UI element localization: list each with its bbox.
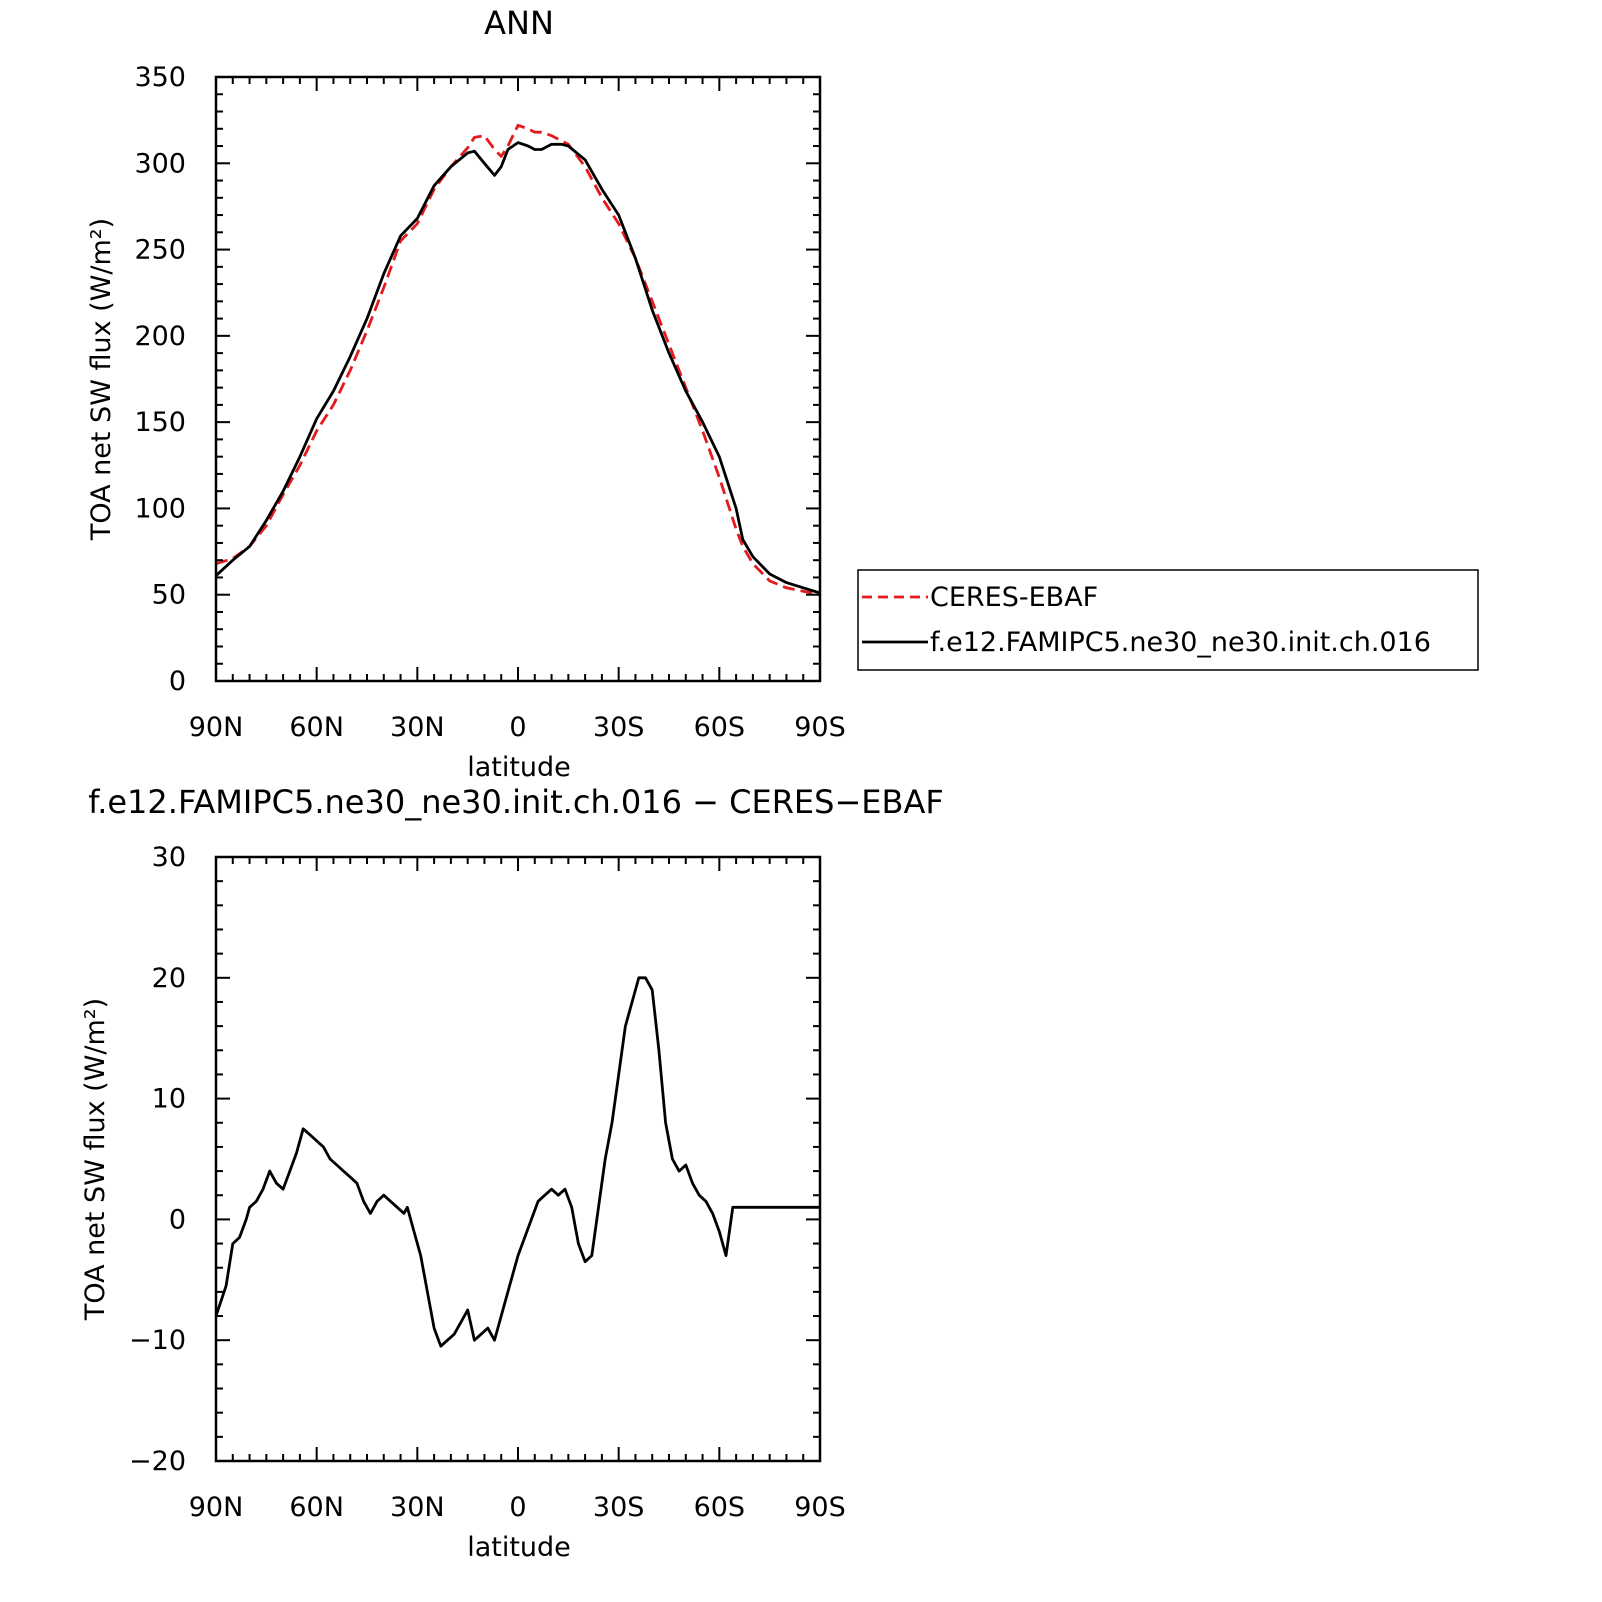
top-series-line-0 <box>215 123 821 597</box>
bottom-x-tick-label: 90N <box>189 1492 244 1523</box>
bottom-y-tick-label: 10 <box>152 1084 186 1115</box>
bottom-series-line-0 <box>214 976 820 1348</box>
bottom-x-tick-label: 30N <box>390 1492 445 1523</box>
top-ticks <box>215 76 821 682</box>
top-x-tick-label: 0 <box>509 712 526 743</box>
top-x-tick-label: 30S <box>593 712 645 743</box>
top-y-tick-label: 200 <box>134 321 186 352</box>
top-y-tick-label: 250 <box>134 235 186 266</box>
top-series-line-1 <box>215 141 821 595</box>
bottom-y-tick-label: 20 <box>152 963 186 994</box>
top-y-tick-label: 100 <box>134 493 186 524</box>
bottom-x-tick-labels: 90N 60N 30N 0 30S 60S 90S <box>189 1492 846 1523</box>
top-x-tick-label: 90N <box>189 712 244 743</box>
top-chart-title: ANN <box>484 4 554 42</box>
bottom-y-tick-label: −20 <box>129 1446 186 1477</box>
top-y-tick-label: 350 <box>134 62 186 93</box>
bottom-chart-title: f.e12.FAMIPC5.ne30_ne30.init.ch.016 − CE… <box>88 783 943 821</box>
top-x-tick-label: 60N <box>289 712 344 743</box>
top-x-axis-label: latitude <box>467 752 571 783</box>
top-x-tick-labels: 90N 60N 30N 0 30S 60S 90S <box>189 712 846 743</box>
top-y-axis-label: TOA net SW flux (W/m²) <box>86 218 117 541</box>
bottom-series-group <box>214 976 820 1348</box>
top-x-tick-label: 30N <box>390 712 445 743</box>
bottom-x-tick-label: 30S <box>593 1492 645 1523</box>
top-plot-frame <box>214 75 822 683</box>
top-y-tick-label: 50 <box>152 580 186 611</box>
top-y-tick-label: 0 <box>169 666 186 697</box>
legend-label-ceres: CERES-EBAF <box>930 582 1098 613</box>
bottom-x-tick-label: 60S <box>694 1492 746 1523</box>
top-panel: ANN 0 50 100 150 200 250 300 350 90N 60N 30N 0 30S 6… <box>86 4 1479 783</box>
bottom-y-tick-label: −10 <box>129 1325 186 1356</box>
bottom-plot-frame <box>214 855 822 1463</box>
legend: CERES-EBAF f.e12.FAMIPC5.ne30_ne30.init.… <box>857 569 1479 671</box>
bottom-panel: f.e12.FAMIPC5.ne30_ne30.init.ch.016 − CE… <box>80 783 944 1563</box>
bottom-y-axis-label: TOA net SW flux (W/m²) <box>80 998 111 1321</box>
legend-label-model: f.e12.FAMIPC5.ne30_ne30.init.ch.016 <box>930 627 1431 658</box>
bottom-x-tick-label: 60N <box>289 1492 344 1523</box>
bottom-x-tick-label: 90S <box>794 1492 846 1523</box>
bottom-y-tick-label: 0 <box>169 1204 186 1235</box>
top-x-tick-label: 90S <box>794 712 846 743</box>
top-x-tick-label: 60S <box>694 712 746 743</box>
top-y-tick-label: 300 <box>134 148 186 179</box>
bottom-y-tick-label: 30 <box>152 842 186 873</box>
bottom-y-tick-labels: −20 −10 0 10 20 30 <box>129 842 186 1477</box>
bottom-x-tick-label: 0 <box>509 1492 526 1523</box>
top-y-tick-label: 150 <box>134 407 186 438</box>
top-series-group <box>215 123 821 597</box>
bottom-x-axis-label: latitude <box>467 1532 571 1563</box>
legend-box <box>857 569 1479 671</box>
top-y-tick-labels: 0 50 100 150 200 250 300 350 <box>134 62 186 697</box>
bottom-ticks <box>215 856 821 1462</box>
